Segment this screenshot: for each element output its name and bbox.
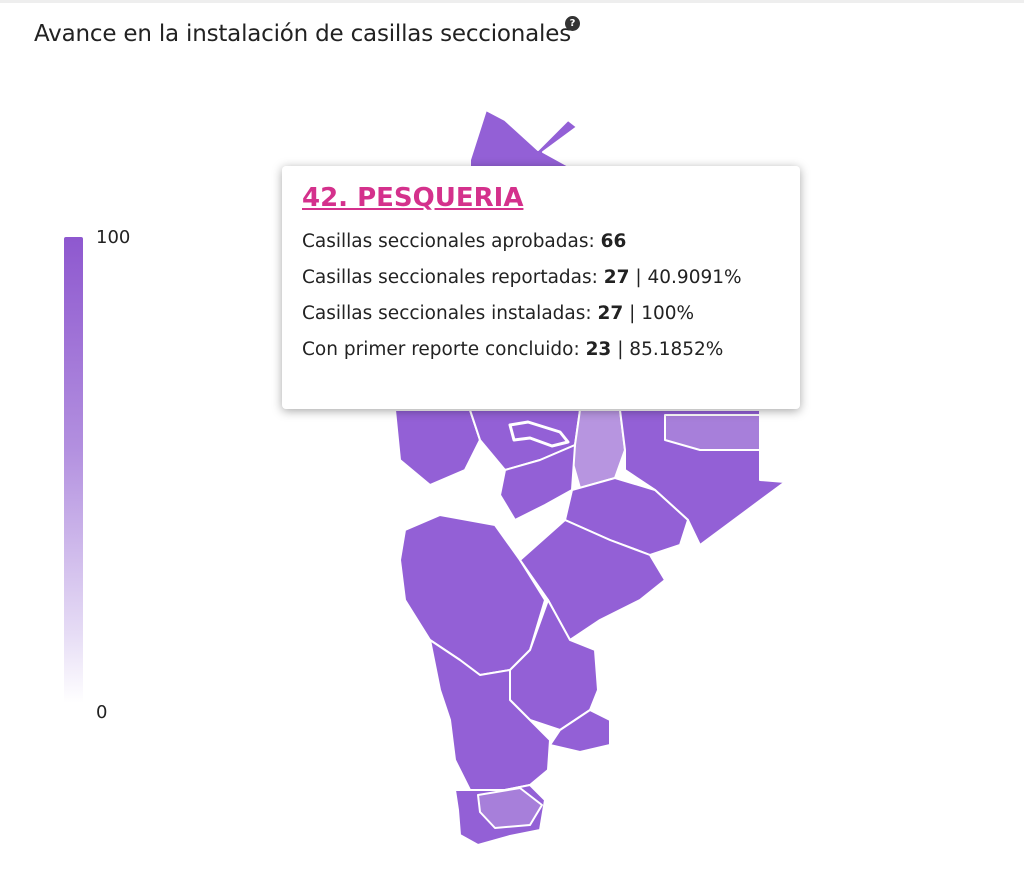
row-aprobadas-label: Casillas seccionales aprobadas: <box>302 231 601 252</box>
municipality-north[interactable] <box>469 109 578 169</box>
row-aprobadas: Casillas seccionales aprobadas: 66 <box>302 231 780 252</box>
municipality-metro-outline[interactable] <box>508 420 570 448</box>
municipality-center-west[interactable] <box>394 409 481 486</box>
tooltip-card: 42. PESQUERIA Casillas seccionales aprob… <box>282 166 800 409</box>
row-instaladas: Casillas seccionales instaladas: 27 | 10… <box>302 303 780 324</box>
municipality-south-west[interactable] <box>429 639 551 791</box>
municipality-south-east-small[interactable] <box>549 709 611 753</box>
legend-color-scale <box>64 237 83 703</box>
municipality-far-south-light[interactable] <box>477 787 543 829</box>
help-icon[interactable]: ? <box>565 16 580 31</box>
row-primer-reporte-label: Con primer reporte concluido: <box>302 339 586 360</box>
top-divider <box>0 0 1024 3</box>
municipality-middle-1[interactable] <box>499 444 576 521</box>
municipality-big-west[interactable] <box>399 514 546 676</box>
municipality-northeast-light[interactable] <box>664 414 761 451</box>
row-instaladas-label: Casillas seccionales instaladas: <box>302 303 598 324</box>
row-reportadas-value: 27 <box>603 267 630 288</box>
row-reportadas-extra: | 40.9091% <box>629 267 742 288</box>
row-reportadas: Casillas seccionales reportadas: 27 | 40… <box>302 267 780 288</box>
row-primer-reporte-extra: | 85.1852% <box>611 339 724 360</box>
legend-max-label: 100 <box>96 227 131 248</box>
page-title: Avance en la instalación de casillas sec… <box>34 21 571 47</box>
row-primer-reporte-value: 23 <box>585 339 612 360</box>
row-primer-reporte: Con primer reporte concluido: 23 | 85.18… <box>302 339 780 360</box>
row-reportadas-label: Casillas seccionales reportadas: <box>302 267 604 288</box>
municipality-pesqueria[interactable] <box>571 409 626 489</box>
row-aprobadas-value: 66 <box>600 231 627 252</box>
tooltip-title-link[interactable]: 42. PESQUERIA <box>302 183 524 213</box>
row-instaladas-value: 27 <box>597 303 624 324</box>
row-instaladas-extra: | 100% <box>623 303 695 324</box>
legend-min-label: 0 <box>96 702 108 723</box>
